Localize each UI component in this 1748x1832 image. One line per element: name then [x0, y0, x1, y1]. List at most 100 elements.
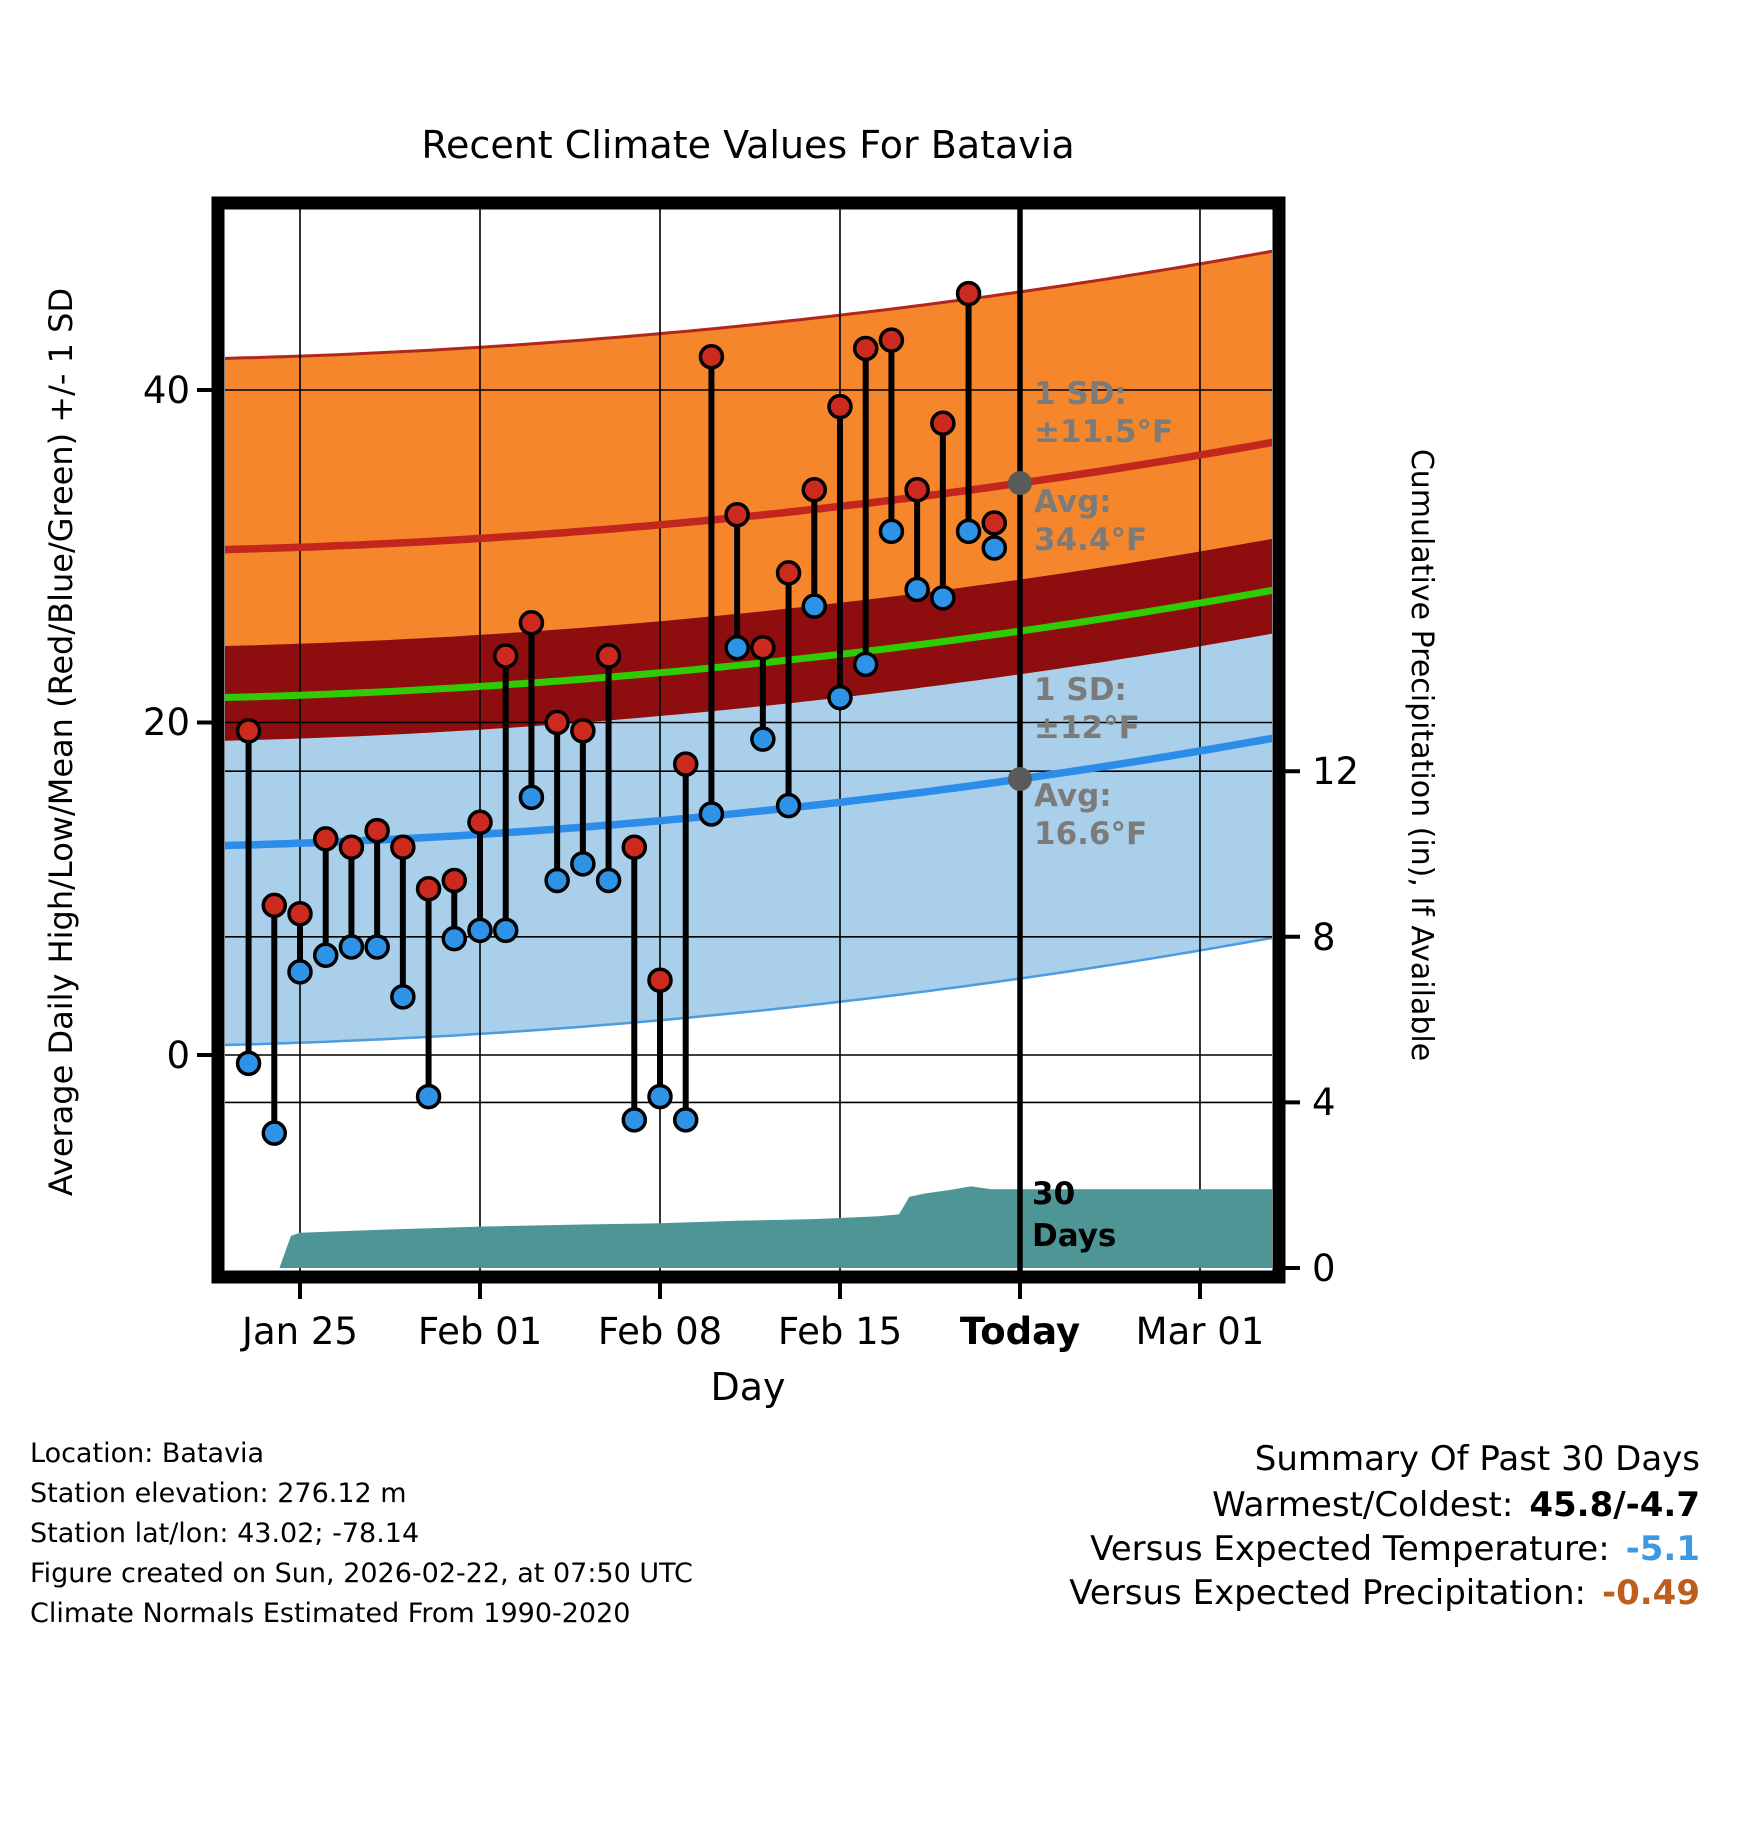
daily-low-point — [827, 684, 853, 711]
daily-high-point — [698, 344, 725, 370]
daily-low-point — [390, 984, 416, 1010]
daily-low-point — [852, 651, 879, 678]
daily-high-point — [570, 718, 596, 744]
left-axis-label: Average Daily High/Low/Mean (Red/Blue/Gr… — [42, 288, 80, 1196]
daily-high-point — [441, 867, 468, 894]
summary-precip-label: Versus Expected Precipitation: — [1069, 1573, 1586, 1613]
footer-latlon: Station lat/lon: 43.02; -78.14 — [30, 1518, 419, 1549]
daily-high-point — [467, 809, 493, 835]
summary-temp-line: Versus Expected Temperature: -5.1 — [1090, 1529, 1700, 1569]
high-band-top-edge — [225, 249, 1272, 360]
daily-high-point — [261, 892, 288, 919]
daily-low-point — [467, 917, 493, 944]
summary-warmest-value: 45.8/-4.7 — [1529, 1485, 1700, 1525]
daily-low-point — [672, 1107, 699, 1133]
daily-high-point — [981, 510, 1008, 536]
summary-temp-value: -5.1 — [1626, 1529, 1700, 1569]
axis-ticks-layer — [197, 388, 1300, 1299]
x-tick-mar01: Mar 01 — [1136, 1310, 1265, 1353]
low-sd-value: ±12°F — [1034, 710, 1140, 746]
daily-high-point — [647, 967, 673, 993]
cumulative-precip-area — [279, 1186, 1272, 1268]
daily-low-point — [364, 934, 390, 960]
left-tick-label-20: 20 — [143, 701, 190, 744]
daily-high-point — [415, 876, 442, 902]
left-tick-label-0: 0 — [166, 1034, 190, 1077]
high-sd-label: 1 SD: — [1034, 376, 1127, 412]
x-tick-jan25: Jan 25 — [240, 1310, 358, 1353]
footer-block: Location: Batavia Station elevation: 276… — [30, 1438, 693, 1629]
daily-high-point — [955, 280, 982, 307]
daily-low-point — [647, 1083, 673, 1110]
daily-high-point — [672, 751, 699, 777]
low-avg-value: 16.6°F — [1034, 816, 1147, 852]
left-tick-labels: 0 20 40 — [143, 369, 190, 1077]
left-tick-label-40: 40 — [143, 369, 190, 412]
right-tick-label-4: 4 — [1312, 1081, 1336, 1124]
daily-high-point — [827, 393, 853, 420]
summary-temp-label: Versus Expected Temperature: — [1090, 1529, 1610, 1569]
x-tick-labels: Jan 25 Feb 01 Feb 08 Feb 15 Today Mar 01 — [240, 1310, 1264, 1353]
daily-low-point — [750, 726, 776, 752]
right-tick-labels: 0 4 8 12 — [1312, 750, 1359, 1290]
overlap-band — [225, 538, 1272, 741]
daily-low-point — [544, 867, 570, 894]
daily-high-point — [518, 610, 545, 636]
footer-location: Location: Batavia — [30, 1438, 264, 1469]
daily-low-point — [801, 593, 828, 619]
daily-low-point — [930, 585, 956, 611]
x-tick-today: Today — [960, 1310, 1080, 1353]
daily-high-point — [338, 834, 365, 860]
daily-low-point — [698, 801, 725, 827]
daily-high-point — [312, 826, 339, 852]
low-annotation: 1 SD: ±12°F Avg: 16.6°F — [1034, 672, 1147, 852]
daily-points-layer — [235, 280, 1008, 1146]
avg-high-today-marker — [1007, 471, 1032, 496]
daily-high-point — [235, 718, 262, 744]
daily-high-point — [621, 834, 648, 860]
avg-marker-layer — [1007, 471, 1032, 792]
summary-precip-value: -0.49 — [1602, 1573, 1700, 1613]
plot-border — [211, 196, 1286, 1284]
high-avg-value: 34.4°F — [1034, 522, 1147, 558]
high-sd-value: ±11.5°F — [1034, 414, 1173, 450]
daily-high-point — [724, 501, 750, 528]
daily-high-point — [544, 709, 570, 736]
x-axis-label: Day — [710, 1365, 785, 1409]
right-tick-label-8: 8 — [1312, 916, 1336, 959]
summary-precip-line: Versus Expected Precipitation: -0.49 — [1069, 1573, 1700, 1613]
daily-low-point — [235, 1050, 262, 1077]
avg-low-today-marker — [1007, 767, 1032, 792]
x-tick-feb15: Feb 15 — [778, 1310, 902, 1353]
daily-low-point — [441, 925, 468, 952]
daily-high-point — [595, 643, 622, 669]
daily-low-point — [621, 1107, 648, 1133]
chart-title: Recent Climate Values For Batavia — [421, 123, 1074, 167]
daily-high-point — [878, 327, 905, 353]
daily-low-point — [878, 518, 905, 545]
daily-low-point — [261, 1120, 288, 1146]
x-tick-feb08: Feb 08 — [598, 1310, 722, 1353]
daily-low-point — [955, 518, 982, 545]
window-label-line2: Days — [1032, 1218, 1116, 1254]
summary-warmest-line: Warmest/Coldest: 45.8/-4.7 — [1212, 1485, 1700, 1525]
low-sd-label: 1 SD: — [1034, 672, 1127, 708]
mean-normal-line — [225, 586, 1272, 701]
right-axis-label: Cumulative Precipitation (in), If Availa… — [1404, 449, 1439, 1061]
daily-low-point — [338, 934, 365, 960]
right-tick-label-12: 12 — [1312, 750, 1359, 793]
summary-title: Summary Of Past 30 Days — [1255, 1439, 1700, 1479]
daily-low-point — [904, 576, 930, 603]
low-band-bottom-edge — [225, 936, 1272, 1047]
footer-elevation: Station elevation: 276.12 m — [30, 1478, 407, 1509]
daily-high-point — [750, 634, 776, 661]
daily-low-point — [595, 867, 622, 894]
high-annotation: 1 SD: ±11.5°F Avg: 34.4°F — [1034, 376, 1173, 558]
daily-low-point — [981, 535, 1008, 561]
window-label-line1: 30 — [1032, 1176, 1075, 1212]
daily-high-point — [492, 643, 519, 669]
daily-low-point — [570, 851, 596, 877]
daily-high-point — [801, 477, 828, 503]
